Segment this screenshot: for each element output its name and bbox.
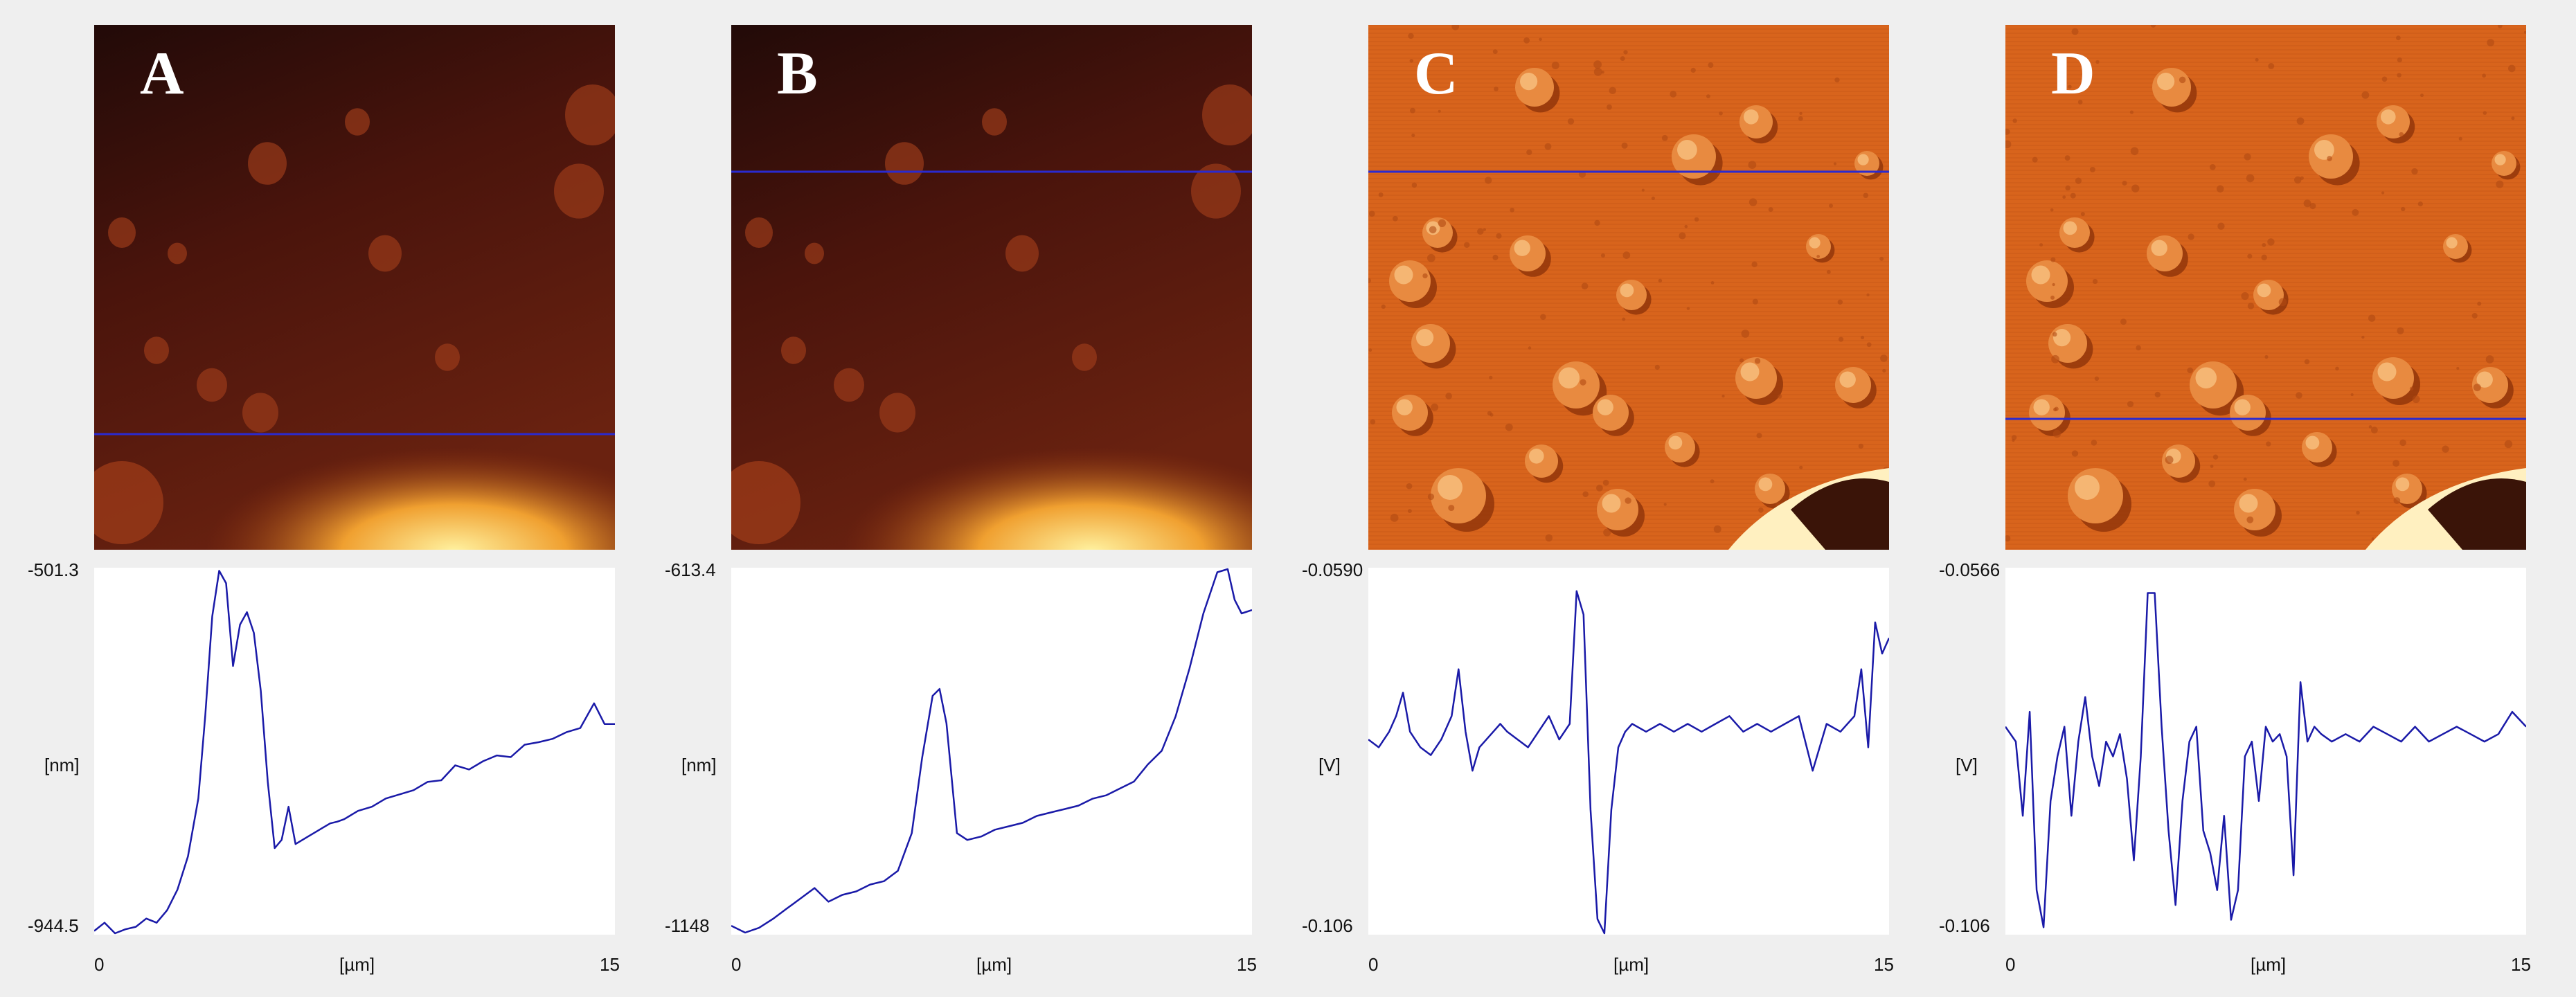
profile-chart (2005, 592, 2526, 928)
afm-image-d (2005, 25, 2526, 550)
afm-image-a (94, 25, 615, 550)
height-profile-plot (94, 568, 615, 935)
y-unit-label: [V] (1956, 755, 1978, 775)
afm-image-b (731, 25, 1252, 550)
panel-b: B -613.4 [nm] -1148 0 [µm] 15 (637, 0, 1274, 997)
x-start-label: 0 (2005, 954, 2016, 975)
y-max-label: -0.0566 (1939, 559, 2001, 580)
y-max-label: -501.3 (28, 559, 79, 580)
panel-d: D -0.0566 [V] -0.106 0 [µm] 15 (1911, 0, 2548, 997)
y-unit-label: [nm] (44, 755, 80, 775)
height-profile-plot (731, 568, 1252, 935)
profile-chart (731, 568, 1252, 934)
panel-letter: D (2051, 40, 2095, 107)
y-min-label: -0.106 (1939, 915, 1990, 936)
afm-image-c (1368, 25, 1889, 550)
profile-series-line (94, 570, 615, 935)
x-end-label: 15 (2511, 954, 2531, 975)
y-min-label: -0.106 (1302, 915, 1353, 936)
profile-chart (1368, 590, 1889, 935)
x-unit-label: [µm] (339, 954, 375, 975)
profile-chart (94, 570, 615, 935)
y-max-label: -0.0590 (1302, 559, 1363, 580)
x-unit-label: [µm] (976, 954, 1012, 975)
panel-a: A -501.3 [nm] -944.5 0 [µm] 15 (0, 0, 637, 997)
x-unit-label: [µm] (1613, 954, 1649, 975)
y-unit-label: [V] (1318, 755, 1341, 775)
height-profile-plot (1368, 568, 1889, 935)
y-min-label: -1148 (665, 915, 710, 936)
x-start-label: 0 (94, 954, 105, 975)
x-start-label: 0 (1368, 954, 1379, 975)
x-end-label: 15 (600, 954, 620, 975)
x-start-label: 0 (731, 954, 742, 975)
height-profile-plot (2005, 568, 2526, 935)
panel-letter: C (1414, 40, 1458, 107)
profile-series-line (1368, 590, 1889, 935)
x-end-label: 15 (1874, 954, 1894, 975)
panel-letter: B (777, 40, 818, 107)
x-unit-label: [µm] (2251, 954, 2287, 975)
y-unit-label: [nm] (681, 755, 717, 775)
y-max-label: -613.4 (665, 559, 716, 580)
panel-c: C -0.0590 [V] -0.106 0 [µm] 15 (1274, 0, 1911, 997)
x-end-label: 15 (1237, 954, 1257, 975)
profile-series-line (2005, 592, 2526, 928)
profile-series-line (731, 568, 1252, 934)
panel-letter: A (140, 40, 184, 107)
y-min-label: -944.5 (28, 915, 79, 936)
